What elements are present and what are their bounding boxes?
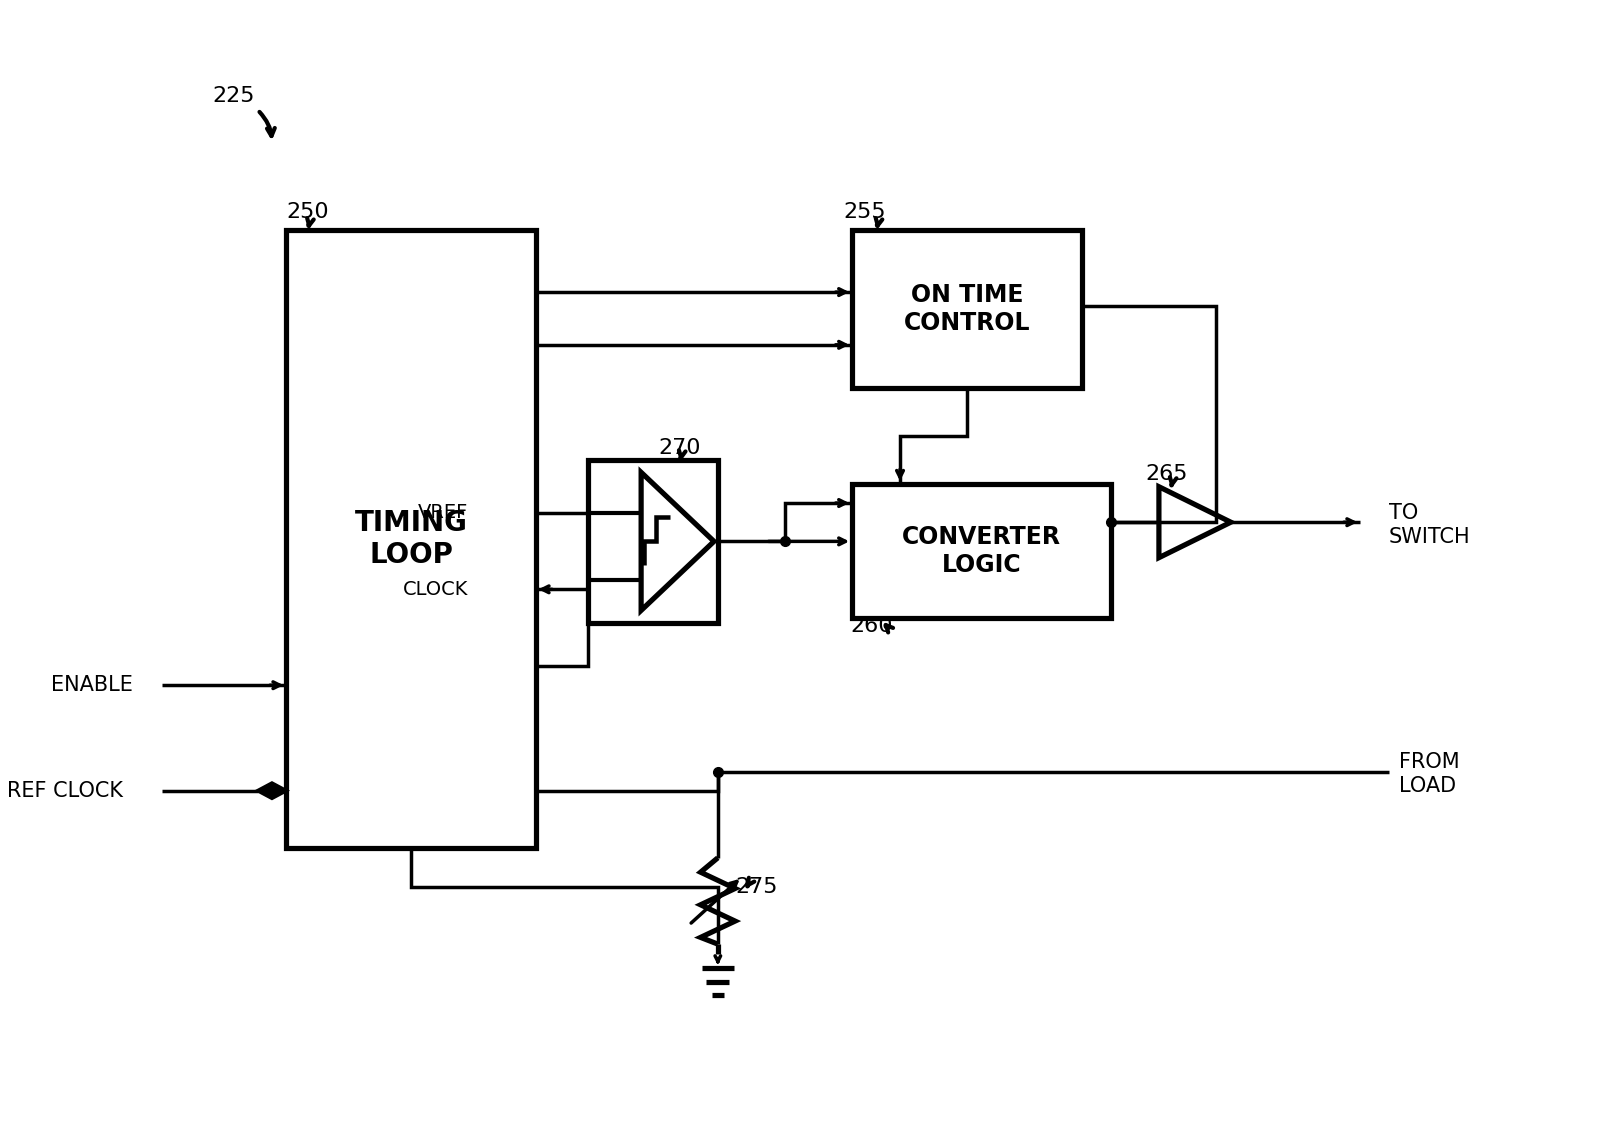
Text: LOAD: LOAD bbox=[1398, 775, 1456, 796]
Text: 255: 255 bbox=[843, 203, 886, 223]
Text: TO: TO bbox=[1389, 502, 1418, 523]
Text: TIMING
LOOP: TIMING LOOP bbox=[355, 509, 467, 569]
Text: ON TIME
CONTROL: ON TIME CONTROL bbox=[904, 283, 1030, 335]
Text: REF CLOCK: REF CLOCK bbox=[8, 781, 123, 801]
Text: 250: 250 bbox=[286, 203, 328, 223]
Bar bbox=[853, 229, 1082, 388]
Text: 270: 270 bbox=[658, 438, 701, 459]
Text: ENABLE: ENABLE bbox=[51, 676, 133, 695]
Text: FROM: FROM bbox=[1398, 752, 1459, 772]
Text: SWITCH: SWITCH bbox=[1389, 526, 1470, 547]
Text: CONVERTER
LOGIC: CONVERTER LOGIC bbox=[902, 525, 1061, 577]
Text: VREF: VREF bbox=[418, 504, 469, 522]
Text: 265: 265 bbox=[1146, 465, 1187, 484]
Text: 225: 225 bbox=[213, 86, 254, 106]
Bar bbox=[853, 484, 1110, 618]
Polygon shape bbox=[258, 783, 286, 798]
Text: 275: 275 bbox=[734, 876, 778, 897]
Bar bbox=[286, 229, 536, 849]
Text: 260: 260 bbox=[850, 616, 893, 635]
Text: CLOCK: CLOCK bbox=[403, 580, 469, 599]
Bar bbox=[589, 460, 718, 623]
